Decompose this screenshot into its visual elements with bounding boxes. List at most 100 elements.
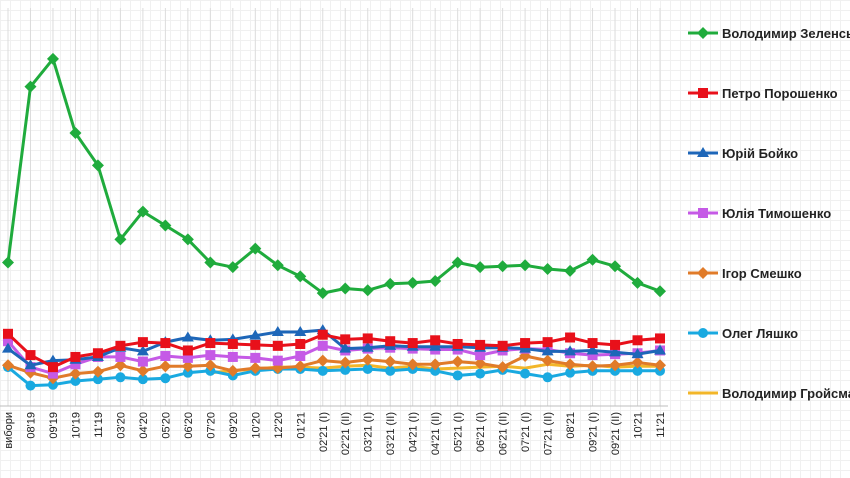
data-point — [586, 360, 599, 373]
data-point — [475, 368, 486, 379]
data-point — [430, 335, 441, 346]
data-point — [249, 362, 262, 375]
data-point — [632, 335, 643, 346]
data-point — [631, 356, 644, 369]
data-point — [47, 368, 58, 379]
data-point — [406, 358, 419, 371]
data-point — [182, 352, 193, 363]
x-tick-label: 06'21 (II) — [498, 412, 510, 455]
x-tick-label: 12'20 — [273, 412, 285, 439]
x-tick-label: 05'20 — [160, 412, 172, 439]
data-point — [182, 367, 193, 378]
data-point — [159, 219, 172, 232]
data-point — [205, 350, 216, 361]
data-point — [70, 376, 81, 387]
data-point — [69, 367, 82, 380]
x-tick-label: 09'19 — [48, 412, 60, 439]
data-point — [697, 27, 709, 39]
data-point — [160, 338, 171, 349]
data-point — [609, 260, 622, 273]
x-tick-label: 02'21 (I) — [318, 412, 330, 452]
data-point — [542, 372, 553, 383]
data-point — [70, 351, 81, 362]
data-point — [475, 339, 486, 350]
x-tick-label: 10'19 — [70, 412, 82, 439]
legend-label: Володимир Гройсман — [722, 386, 850, 401]
x-tick-label: 03'21 (II) — [385, 412, 397, 455]
data-point — [542, 337, 553, 348]
legend-label: Юрій Бойко — [722, 146, 798, 161]
data-point — [204, 256, 217, 269]
data-point — [361, 341, 374, 352]
data-point — [181, 233, 194, 246]
x-tick-label: 07'21 (I) — [520, 412, 532, 452]
grid — [0, 8, 668, 407]
x-tick-label: 09'21 (I) — [588, 412, 600, 452]
legend-item: Володимир Зеленський — [688, 26, 850, 41]
x-tick-label: 06'21 (I) — [475, 412, 487, 452]
data-point — [632, 365, 643, 376]
data-point — [91, 159, 104, 172]
data-point — [697, 147, 709, 157]
legend-item: Юлія Тимошенко — [688, 206, 831, 221]
data-point — [47, 379, 58, 390]
data-point — [160, 351, 171, 362]
data-point — [272, 355, 283, 366]
data-point — [496, 260, 509, 273]
data-point — [46, 52, 59, 65]
legend-item: Ігор Смешко — [688, 266, 802, 281]
x-tick-label: 11'19 — [93, 412, 105, 438]
data-point — [697, 267, 709, 279]
data-point — [609, 346, 622, 357]
data-point — [361, 284, 374, 297]
data-point — [430, 365, 441, 376]
data-point — [204, 359, 217, 372]
data-point — [136, 345, 149, 356]
series-2 — [3, 328, 665, 373]
x-tick-label: 10'20 — [250, 412, 262, 439]
data-point — [475, 350, 486, 361]
data-point — [339, 282, 352, 295]
data-point — [429, 340, 442, 351]
data-point — [340, 334, 351, 345]
data-point — [586, 344, 599, 355]
data-point — [698, 328, 708, 338]
x-tick-label: 04'21 (I) — [408, 412, 420, 452]
data-point — [587, 338, 598, 349]
data-point — [136, 364, 149, 377]
data-point — [181, 331, 194, 342]
data-point — [115, 340, 126, 351]
data-point — [115, 372, 126, 383]
x-tick-label: 02'21 (II) — [340, 412, 352, 455]
data-point — [316, 354, 329, 367]
data-point — [160, 373, 171, 384]
data-point — [205, 338, 216, 349]
data-point — [115, 351, 126, 362]
data-point — [226, 364, 239, 377]
data-point — [541, 345, 554, 356]
data-point — [362, 333, 373, 344]
data-point — [654, 285, 666, 298]
data-point — [137, 337, 148, 348]
data-point — [227, 338, 238, 349]
data-point — [496, 361, 509, 374]
data-point — [698, 88, 708, 98]
data-point — [654, 344, 666, 355]
data-point — [655, 333, 665, 344]
data-point — [317, 329, 328, 340]
data-point — [272, 340, 283, 351]
data-point — [136, 205, 149, 218]
data-point — [294, 270, 307, 283]
x-tick-label: 04'20 — [138, 412, 150, 439]
data-point — [2, 256, 14, 269]
data-point — [3, 328, 13, 339]
series-1 — [2, 52, 666, 300]
data-point — [47, 362, 58, 373]
data-point — [137, 356, 148, 367]
data-point — [339, 356, 352, 369]
data-point — [25, 380, 36, 391]
data-point — [698, 208, 708, 218]
data-point — [520, 338, 531, 349]
series-lines — [2, 52, 666, 391]
data-point — [69, 126, 82, 139]
